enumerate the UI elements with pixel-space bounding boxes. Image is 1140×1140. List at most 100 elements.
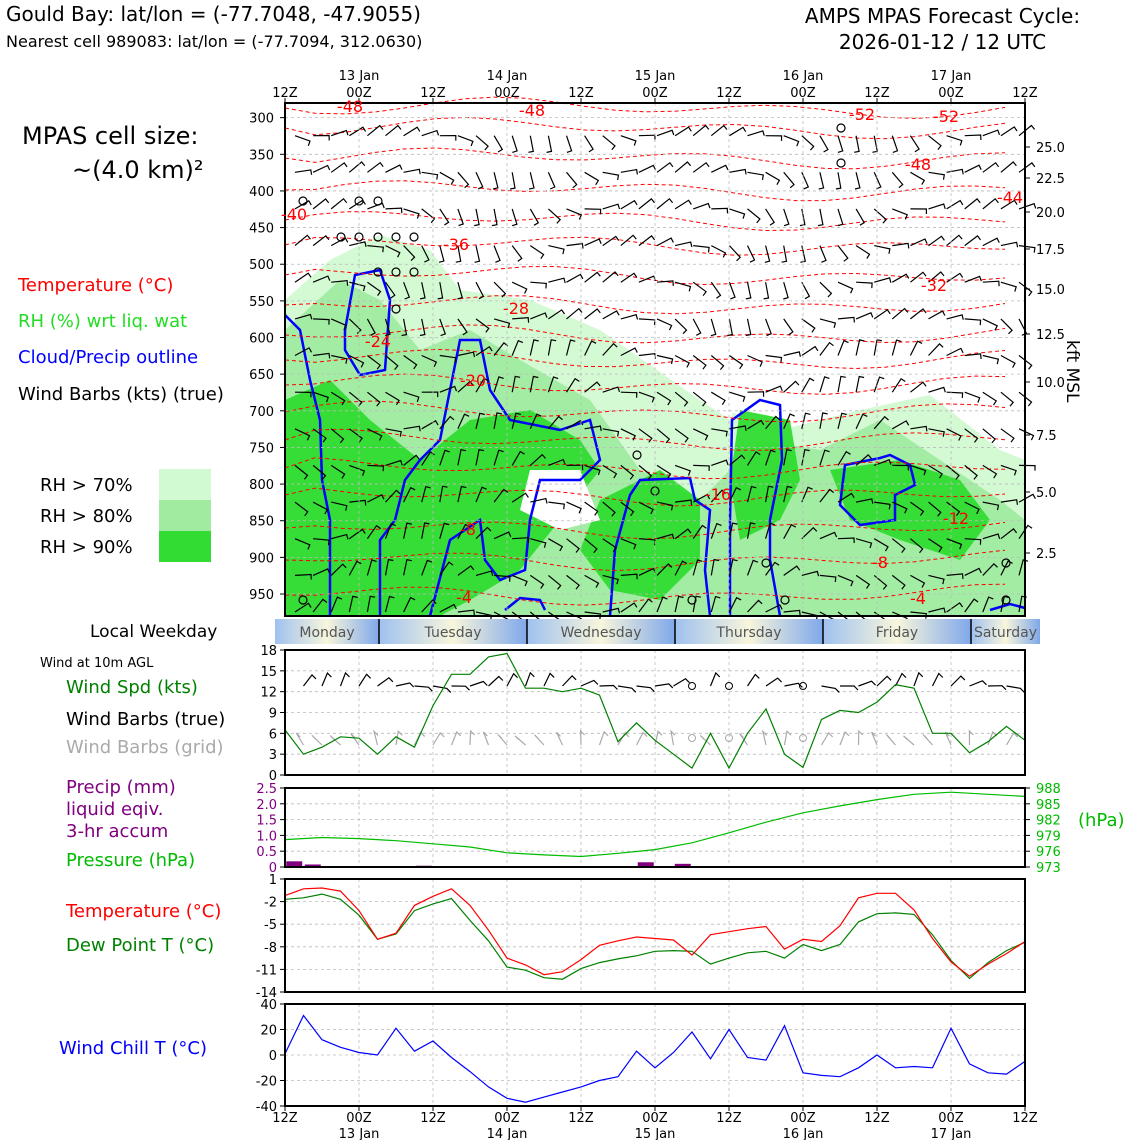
wind-calm-true-22: [688, 682, 696, 690]
wind-barb-3-37: [964, 235, 981, 247]
wind-barb-10-24: [728, 486, 742, 503]
wind-barb-5-16: [584, 308, 601, 320]
wind-barb-3-35: [928, 235, 945, 247]
pressure-tick-6: 600: [249, 332, 274, 347]
wind-barb-3-38: [982, 237, 1000, 247]
legend-temperature: Temperature (°C): [18, 275, 174, 296]
wind-barb-11-25: [746, 522, 756, 539]
wind-barb-grid-21: [670, 729, 676, 746]
wind-barb-9-13: [529, 453, 546, 466]
cell-size-line1: MPAS cell size:: [22, 122, 199, 150]
wind-barb-8-20: [656, 428, 671, 444]
wind-barb-7-32: [873, 376, 885, 393]
wind-barb-4-21: [674, 281, 692, 292]
wind-barb-grid-3: [329, 735, 341, 746]
wind-barb-2-14: [547, 208, 562, 224]
wind-barb-true-10: [469, 680, 488, 687]
wind-speed-line: [284, 652, 1026, 770]
station-title: Gould Bay: lat/lon = (-77.7048, -47.9055…: [6, 2, 421, 26]
wind-barb-7-25: [747, 391, 765, 397]
wind-barb-8-34: [910, 425, 928, 432]
temp-contour-2: [284, 147, 1006, 170]
wind-barb-grid-11: [482, 731, 490, 746]
ylabel-p4-0: 40: [260, 998, 277, 1013]
wind-barb-12-18: [620, 573, 638, 580]
wind-barb-7-23: [710, 391, 726, 406]
pressure-tick-0: 300: [249, 112, 274, 127]
wind-barb-7-5: [385, 391, 400, 406]
wind-barb-5-34: [910, 308, 927, 320]
bottom-hour-label-7: 00Z: [790, 1111, 816, 1126]
cloud-outline-0: [284, 314, 332, 616]
wind-barb-true-38: [987, 685, 1007, 691]
wind-barb-4-0: [294, 272, 312, 283]
temp-label-10: -24: [365, 332, 391, 351]
top-hour-label-2: 12Z: [420, 86, 446, 101]
wind-barb-12-37: [964, 567, 982, 576]
wind-barb-8-12: [511, 412, 522, 429]
calm-circle-11: [391, 267, 401, 277]
wind-barb-3-28: [800, 245, 807, 263]
wind-barb-10-11: [493, 488, 509, 503]
ylabel-p1-6: 18: [260, 644, 277, 659]
calm-circle-7: [373, 232, 383, 242]
wind-barb-2-24: [729, 208, 746, 219]
wind-barb-1-11: [492, 172, 499, 190]
wind-barb-10-4: [367, 493, 385, 503]
wind-barb-10-31: [855, 498, 874, 504]
wind-barb-12-27: [783, 565, 801, 576]
wind-barb-true-27: [784, 682, 803, 688]
dewpoint-line: [284, 893, 1026, 980]
temp-label-9: -28: [503, 299, 529, 318]
wind-barb-12-31: [855, 574, 871, 589]
wind-barb-5-31: [855, 312, 874, 320]
wind-barb-3-13: [529, 245, 545, 260]
wind-barb-13-38: [982, 596, 994, 613]
wind-barb-0-24: [729, 126, 747, 137]
wind-barb-6-40: [1018, 355, 1033, 370]
legend-wind-barbs-grid: Wind Barbs (grid): [66, 737, 224, 758]
wind-barb-7-9: [457, 380, 474, 393]
forecast-title: AMPS MPAS Forecast Cycle:: [804, 4, 1081, 28]
wind-barb-7-26: [765, 385, 783, 393]
wind-barb-2-17: [602, 203, 621, 210]
ylabel-p3-3: -8: [264, 941, 277, 956]
wind-barb-7-30: [837, 375, 846, 393]
wind-barb-8-17: [602, 428, 620, 437]
wind-barb-6-16: [584, 340, 597, 356]
wind-barb-10-28: [801, 486, 813, 503]
wind-barb-1-3: [348, 161, 366, 173]
wind-barb-13-18: [620, 602, 638, 613]
wind-barb-12-13: [529, 574, 545, 589]
wind-barb-8-37: [964, 428, 979, 443]
wind-barb-true-37: [969, 680, 987, 687]
wind-barb-12-25: [746, 559, 759, 576]
wind-barb-true-2: [321, 672, 332, 687]
wind-barb-6-21: [674, 354, 691, 368]
top-hour-label-6: 12Z: [716, 86, 742, 101]
wind-barb-true-3: [339, 671, 350, 687]
wind-barb-7-34: [910, 381, 927, 393]
wind-barb-12-5: [384, 558, 394, 576]
wind-barb-7-13: [529, 375, 539, 393]
wind-barb-3-4: [367, 245, 384, 253]
wind-barb-10-8: [439, 485, 448, 503]
ylabel-p1-5: 15: [260, 665, 277, 680]
bottom-date-label-1: 14 Jan: [487, 1127, 528, 1140]
wind-barb-8-40: [1018, 428, 1035, 441]
wind-barb-0-11: [493, 135, 504, 153]
wind-barb-grid-26: [761, 729, 768, 746]
kft-label-7: 7.5: [1036, 429, 1057, 444]
wind-barb-3-39: [1000, 241, 1019, 248]
temp-label-2: -52: [849, 105, 875, 124]
temp-label-13: -12: [943, 509, 969, 528]
wind-barb-3-9: [455, 245, 462, 263]
wind-barb-true-8: [432, 685, 452, 693]
wind-barb-10-10: [475, 486, 487, 503]
wind-barb-8-25: [747, 419, 765, 430]
wind-barb-9-12: [511, 450, 525, 466]
wind-barb-grid-34: [903, 735, 915, 746]
wind-barb-13-26: [765, 604, 783, 613]
wind-barb-7-22: [692, 391, 707, 407]
calm-circle-12: [409, 267, 419, 277]
